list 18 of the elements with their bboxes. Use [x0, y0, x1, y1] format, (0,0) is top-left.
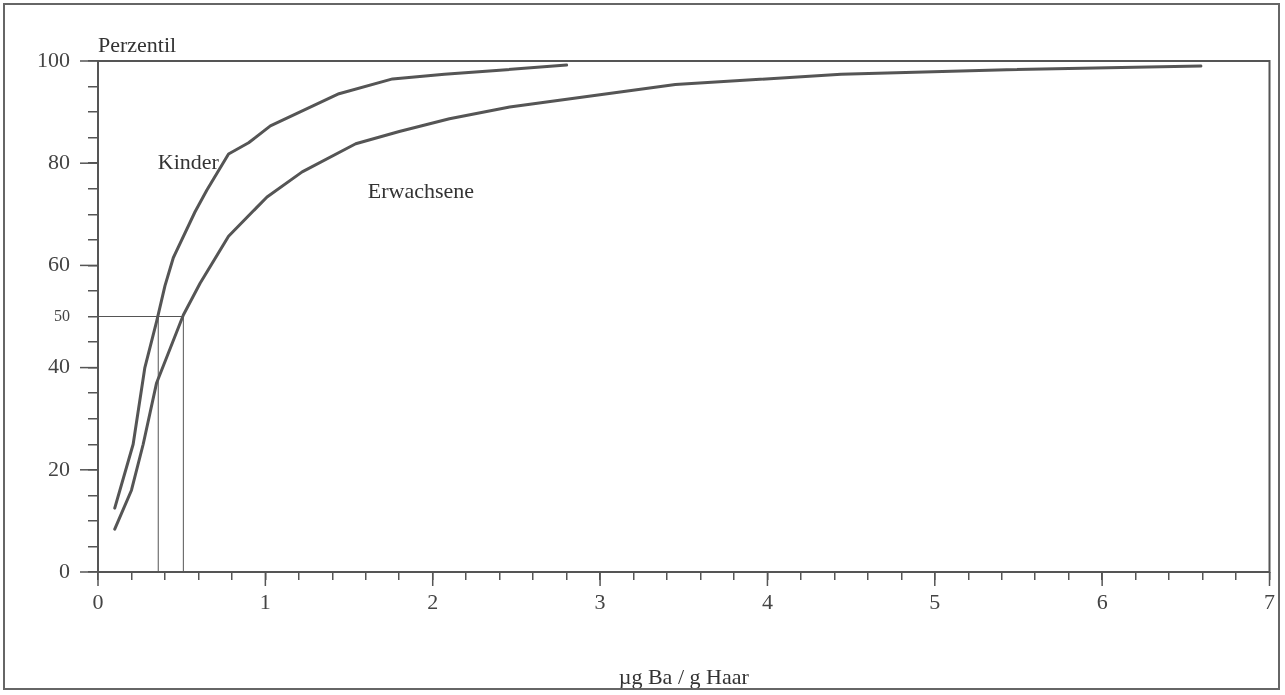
- y-tick-label: 20: [48, 455, 70, 481]
- y-tick-label: 40: [48, 353, 70, 379]
- series-label: Kinder: [157, 148, 220, 174]
- x-tick-label: 3: [594, 588, 606, 614]
- y-tick-label: 100: [37, 46, 70, 72]
- y-tick-label: 50: [54, 306, 70, 324]
- y-tick-label: 60: [48, 251, 70, 277]
- y-tick-label: 0: [59, 557, 70, 583]
- series-label: Erwachsene: [367, 177, 475, 203]
- x-tick-label: 4: [761, 588, 773, 614]
- x-tick-label: 6: [1096, 588, 1108, 614]
- y-tick-label: 80: [48, 148, 70, 174]
- x-tick-label: 5: [929, 588, 941, 614]
- y-axis-title: Perzentil: [98, 31, 177, 57]
- x-tick-label: 0: [92, 588, 104, 614]
- x-tick-label: 7: [1264, 588, 1275, 614]
- x-tick-label: 1: [259, 588, 271, 614]
- x-tick-label: 2: [427, 588, 439, 614]
